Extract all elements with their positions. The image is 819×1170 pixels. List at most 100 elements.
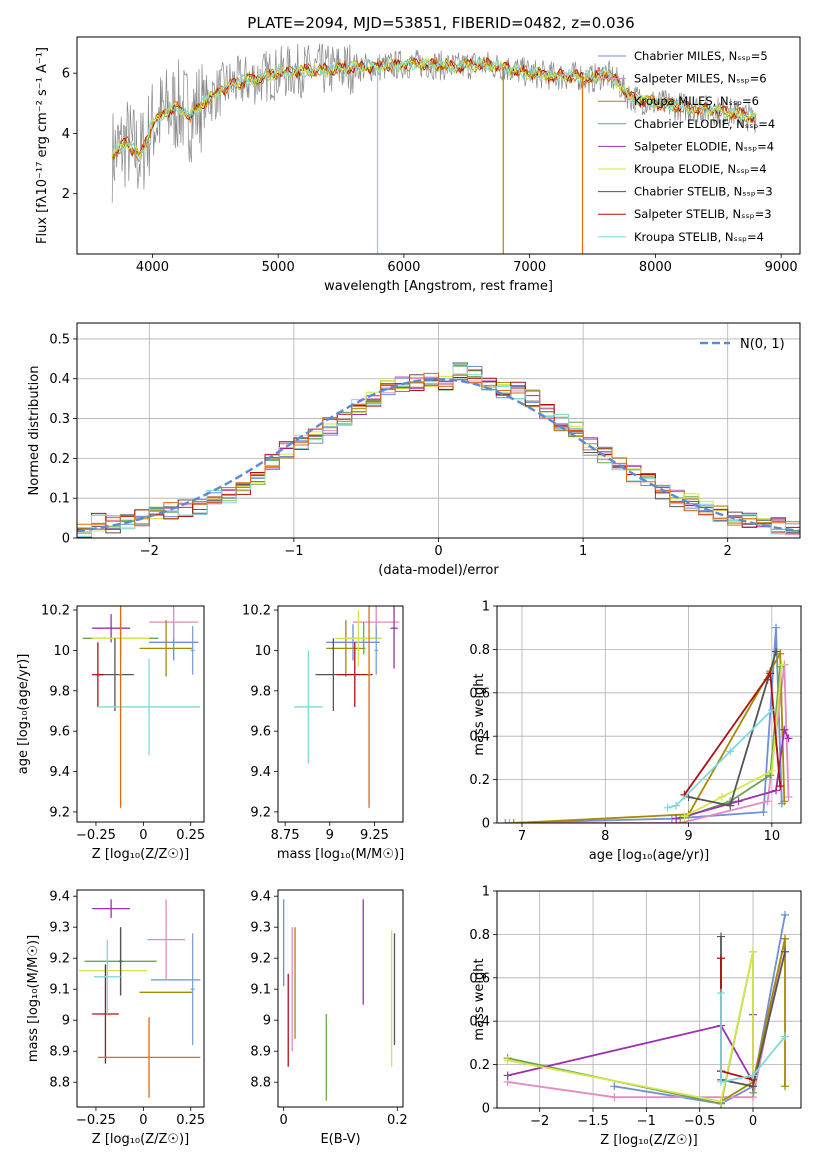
x-tick-label: 7 [518,829,526,844]
x-axis-label: E(B-V) [320,1132,360,1147]
y-tick-label: 0.1 [49,492,70,507]
y-tick-label: 0.2 [469,1058,490,1073]
x-tick-label: 0 [280,1113,288,1128]
x-axis-label: Z [log₁₀(Z/Z☉)] [600,1133,697,1148]
y-tick-label: 9.4 [250,890,271,905]
y-tick-label: 9.3 [250,921,271,936]
weight-marker [509,819,518,823]
legend-label: Chabrier STELIB, Nₛₛₚ=3 [634,185,773,199]
legend-label: Salpeter ELODIE, Nₛₛₚ=4 [634,139,774,153]
weight-marker [776,782,785,791]
weight-marker [717,988,725,997]
spectrum-model-line [111,56,757,160]
y-tick-label: 4 [62,127,70,142]
y-tick-label: 1 [482,885,490,900]
y-tick-label: 8.9 [49,1045,70,1060]
weight-marker [766,669,775,678]
weight-marker [759,808,768,817]
x-tick-label: −0.5 [684,1114,716,1129]
normal-curve [77,377,800,533]
y-tick-label: 9.1 [49,983,70,998]
y-axis-label: age [log₁₀(age/yr)] [16,654,31,775]
legend-label: Kroupa MILES, Nₛₛₚ=6 [634,94,759,108]
y-tick-label: 9 [62,1014,70,1029]
axes-frame [496,605,802,824]
plot-area [503,910,789,1108]
x-tick-label: 4000 [136,260,169,275]
x-tick-label: 9 [326,828,334,843]
axes-frame [76,36,801,255]
y-tick-label: 9.6 [49,725,70,740]
x-tick-label: 9.25 [360,828,389,843]
y-tick-label: 0 [482,1102,490,1117]
weight-marker [772,786,781,795]
chart-mass-vs-Z: −0.25 0 0.25 8.8 8.9 9 9.1 9.2 9.3 9.4 Z [log₁₀(Z/… [26,889,205,1147]
legend-label: Kroupa ELODIE, Nₛₛₚ=4 [634,162,767,176]
weight-marker [717,954,725,963]
y-tick-label: 9.6 [250,725,271,740]
x-axis-label: (data-model)/error [378,563,499,578]
weight-series-line [614,914,786,1105]
y-tick-label: 0.5 [49,332,70,347]
axes-frame [76,605,205,823]
weight-marker [717,792,726,801]
y-tick-label: 9 [263,1014,271,1029]
y-tick-label: 0.2 [49,452,70,467]
legend-label: N(0, 1) [740,337,785,352]
axes-frame [76,889,205,1108]
weight-marker [610,1082,619,1091]
x-axis-label: wavelength [Angstrom, rest frame] [324,279,553,294]
weight-marker [776,649,785,658]
plot-area [82,606,201,808]
plot-area [78,899,201,1098]
x-tick-label: 7000 [513,260,546,275]
axes-frame [277,605,404,823]
weight-marker [767,766,776,775]
x-tick-label: 6000 [387,260,420,275]
x-tick-label: 9 [684,829,692,844]
weight-marker [726,801,735,810]
plot-area [283,899,396,1101]
plot-area [111,43,757,254]
y-tick-label: 9.2 [49,805,70,820]
y-tick-label: 9.8 [250,684,271,699]
y-axis-label: mass [log₁₀(M/M☉)] [26,935,41,1062]
y-tick-label: 0 [482,817,490,832]
chart-weight-vs-Z: −2 −1.5 −1 −0.5 0 0 0.2 0.4 0.6 0.8 1 Z [log₁₀(Z/Z☉… [469,885,802,1148]
weight-marker [784,792,793,801]
x-tick-label: −0.25 [76,1113,116,1128]
y-tick-label: 10 [254,644,271,659]
x-tick-label: −1 [637,1114,656,1129]
x-tick-label: 8.75 [271,828,300,843]
plot-area [501,623,793,823]
weight-series-line [507,951,754,1105]
weight-marker [777,660,786,669]
y-tick-label: 0.8 [469,643,490,658]
weight-marker [781,1082,789,1091]
y-tick-label: 10 [53,644,70,659]
y-tick-label: 9.2 [49,952,70,967]
legend-label: Salpeter MILES, Nₛₛₚ=6 [634,72,767,86]
legend-label: Kroupa STELIB, Nₛₛₚ=4 [634,230,764,244]
weight-marker [680,812,689,821]
weight-marker [780,725,789,734]
y-tick-label: 9.4 [49,765,70,780]
y-tick-label: 0.8 [469,928,490,943]
y-tick-label: 0.2 [469,773,490,788]
weight-series-line [720,993,786,1084]
x-tick-label: 10 [764,829,781,844]
y-tick-label: 8.9 [250,1045,271,1060]
weight-series-line [683,664,783,818]
y-axis-label: mass weight [472,673,487,755]
weight-marker [610,1093,619,1102]
y-tick-label: 0.4 [469,1015,490,1030]
weight-series-line [667,709,773,809]
chart-weight-vs-age: 7 8 9 10 0 0.2 0.4 0.6 0.8 1 age [log₁₀(age/yr)] ma… [469,600,802,863]
weight-marker [501,819,510,823]
x-tick-label: 5000 [262,260,295,275]
chart-spectrum: 4000 5000 6000 7000 8000 9000 2 4 6 wavelength [A… [35,36,801,294]
x-tick-label: 0 [749,1114,757,1129]
weight-series-line [507,951,754,1103]
weight-marker [503,1071,512,1080]
